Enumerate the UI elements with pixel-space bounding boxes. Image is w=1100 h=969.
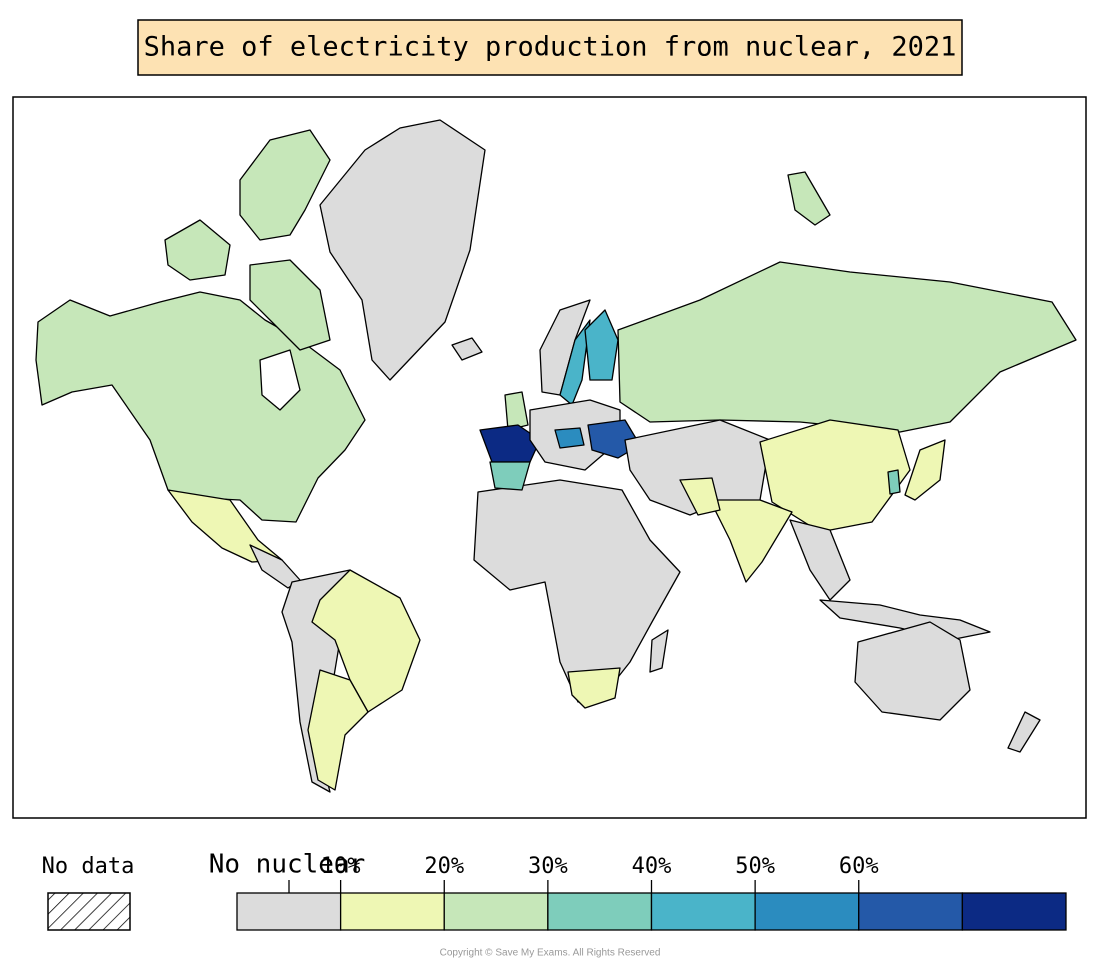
world-map [35,119,1077,793]
legend-tick-label: 30% [528,854,568,879]
france [479,424,541,463]
legend-swatch [236,892,342,931]
greenland [319,119,486,381]
legend-tick-label: 50% [735,854,775,879]
no-nuclear-label: No nuclear [209,850,366,880]
czechia-slovakia [554,427,585,449]
copyright: Copyright © Save My Exams. All Rights Re… [440,948,661,959]
north-america [35,291,366,523]
legend-swatch [858,892,964,931]
finland [584,309,619,381]
arctic-island [239,129,331,241]
legend-swatch [339,892,445,931]
russia [617,261,1077,433]
japan [904,439,946,501]
hudson-bay [259,349,301,411]
pakistan [679,477,721,516]
legend-tick-label: 10% [321,854,361,879]
new-zealand [1007,711,1041,753]
no-data-label: No data [42,854,135,879]
legend-swatch [547,892,653,931]
legend-tick-label: 60% [839,854,879,879]
legend-swatch [754,892,860,931]
indonesia [819,599,991,641]
no-data-swatch [47,892,131,931]
india [709,499,793,583]
legend-swatch [443,892,549,931]
iceland [451,337,483,361]
title-box [137,19,963,76]
south-korea [887,469,901,495]
legend-swatch [961,892,1067,931]
madagascar [649,629,669,673]
arctic-island [249,259,331,351]
spain [489,461,531,491]
legend-bar: 10% 20% 30% 40% 50% 60% [236,854,1067,931]
australia [854,621,971,721]
legend-tick-label: 40% [632,854,672,879]
legend-swatch [650,892,756,931]
south-africa [567,667,621,709]
southeast-asia [789,519,851,601]
arctic-island [164,219,231,281]
legend-tick-label: 20% [424,854,464,879]
novaya-zemlya [787,171,831,226]
argentina [307,669,369,791]
title: Share of electricity production from nuc… [144,32,957,63]
uk [504,391,529,431]
